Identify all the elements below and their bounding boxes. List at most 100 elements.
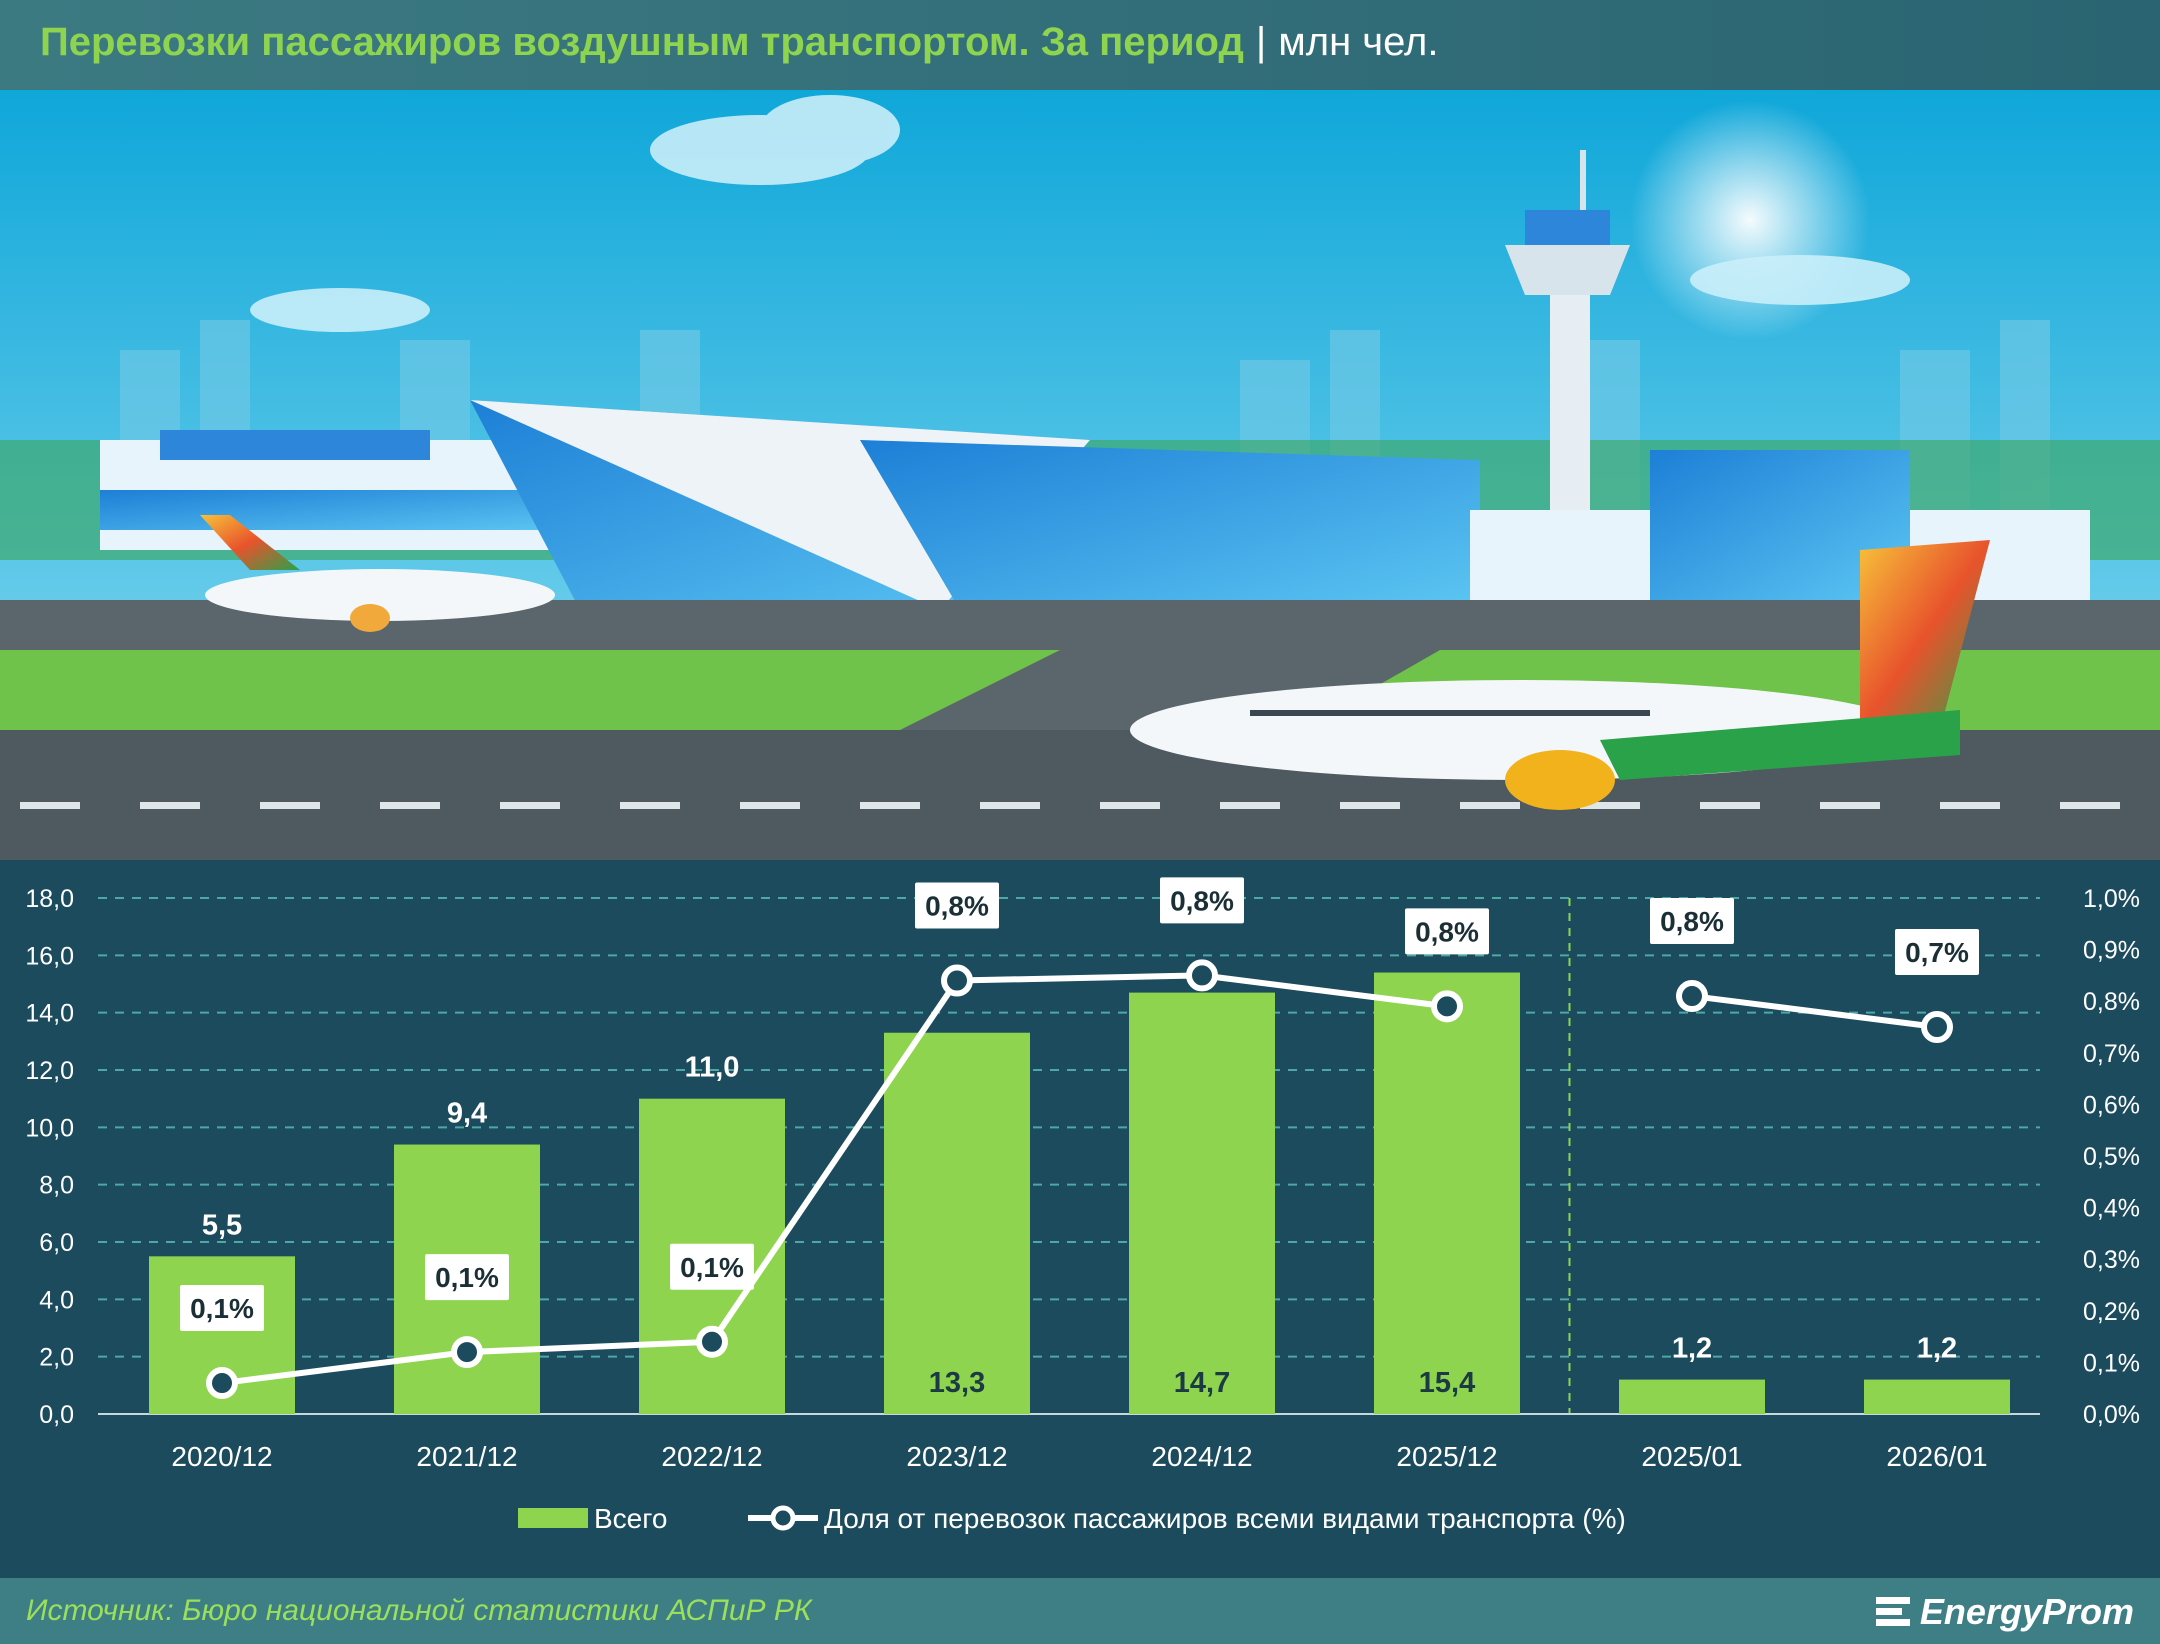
combo-chart: 0,0 2,0 4,0 6,0 8,0 10,0 12,0 14,0 16,0 18,0 0,0%…: [25, 877, 2140, 1534]
line-point: [1431, 990, 1463, 1023]
bar-data-label: 14,7: [1174, 1367, 1230, 1399]
bar: [1129, 992, 1275, 1414]
x-tick-label: 2021/12: [416, 1441, 517, 1472]
line-label-box: [1405, 908, 1489, 955]
bar-data-label: 5,5: [202, 1209, 242, 1241]
x-tick-label: 2026/01: [1886, 1441, 1987, 1472]
legend-marker-line: [770, 1505, 796, 1531]
bar-data-label: 13,3: [929, 1367, 985, 1399]
line-label-box: [1650, 898, 1734, 945]
y-tick-label: 0,0: [39, 1401, 74, 1429]
x-tick-label: 2023/12: [906, 1441, 1007, 1472]
x-tick-label: 2022/12: [661, 1441, 762, 1472]
bar-data-label: 15,4: [1419, 1367, 1475, 1399]
line-data-label: 0,1%: [190, 1293, 254, 1324]
line-data-label: 0,1%: [680, 1252, 744, 1283]
x-axis: 2020/12 2021/12 2022/12 2023/12 2024/12 2025/…: [171, 1441, 1987, 1472]
y2-tick-label: 0,2%: [2083, 1298, 2140, 1326]
y-tick-label: 10,0: [25, 1114, 74, 1142]
x-tick-label: 2025/01: [1641, 1441, 1742, 1472]
terminal-building-right: [1470, 450, 2090, 600]
line-data-label: 0,8%: [1170, 885, 1234, 916]
line-label-box: [670, 1243, 754, 1290]
line-label-box: [1895, 929, 1979, 975]
bar: [884, 1032, 1030, 1414]
y2-tick-label: 0,6%: [2083, 1091, 2140, 1119]
y-tick-label: 2,0: [39, 1344, 74, 1372]
title-text: Перевозки пассажиров воздушным транспорт…: [40, 20, 1244, 64]
x-tick-label: 2020/12: [171, 1441, 272, 1472]
line-data-label: 0,8%: [1415, 916, 1479, 947]
y2-tick-label: 0,1%: [2083, 1349, 2140, 1377]
gridlines: [98, 897, 2040, 1358]
bar-data-label: 1,2: [1672, 1333, 1712, 1365]
y2-tick-label: 0,5%: [2083, 1143, 2140, 1171]
x-tick-label: 2025/12: [1396, 1441, 1497, 1472]
y-tick-label: 8,0: [39, 1172, 74, 1200]
y-tick-label: 16,0: [25, 942, 74, 970]
y-axis-right: 0,0% 0,1% 0,2% 0,3% 0,4% 0,5% 0,6% 0,7% 0,8% 0,9%…: [2083, 885, 2140, 1429]
bar-data-label: 9,4: [447, 1098, 487, 1130]
y2-tick-label: 0,4%: [2083, 1195, 2140, 1223]
y-tick-label: 4,0: [39, 1286, 74, 1314]
series-line: [1691, 993, 1938, 1030]
footer-bar: Источник: Бюро национальной статистики А…: [0, 1578, 2160, 1644]
brand-logo: EnergyProm: [1874, 1590, 2134, 1634]
sun-icon: [1630, 100, 1870, 340]
brand-mark-icon: [1875, 1597, 1910, 1626]
airport-illustration-svg: [0, 90, 2160, 860]
line-label-box: [180, 1285, 264, 1332]
y2-tick-label: 0,7%: [2083, 1040, 2140, 1068]
line-label-box: [915, 882, 999, 929]
title-unit: млн чел.: [1278, 20, 1439, 64]
line-data-label: 0,8%: [925, 891, 989, 922]
airport-illustration: [0, 90, 2160, 860]
terminal-building-left: [100, 430, 580, 550]
brand-name: EnergyProm: [1919, 1591, 2134, 1632]
header-bar: Перевозки пассажиров воздушным транспорт…: [0, 0, 2160, 90]
y-axis-left: 0,0 2,0 4,0 6,0 8,0 10,0 12,0 14,0 16,0 18,0: [25, 885, 74, 1429]
bar-data-labels: 5,5 9,4 11,0 13,3 14,7 15,4 1,2 1,2: [202, 1052, 1957, 1399]
bar: [1619, 1379, 1765, 1414]
bar-data-label: 1,2: [1917, 1333, 1957, 1365]
legend: Всего Доля от перевозок пассажиров всеми…: [518, 1503, 1626, 1534]
line-data-label: 0,1%: [435, 1262, 499, 1293]
airplane-small-icon: [200, 515, 555, 632]
line-point: [1676, 980, 1708, 1013]
x-tick-label: 2024/12: [1151, 1441, 1252, 1472]
line-label-box: [1160, 877, 1244, 924]
title-separator: |: [1255, 20, 1267, 64]
bar: [1374, 972, 1520, 1414]
y2-tick-label: 0,8%: [2083, 988, 2140, 1016]
y-tick-label: 18,0: [25, 885, 74, 913]
y-tick-label: 14,0: [25, 1000, 74, 1028]
series-line: [221, 972, 1448, 1387]
line-point: [941, 964, 973, 997]
line-point: [696, 1325, 728, 1358]
y2-tick-label: 0,9%: [2083, 937, 2140, 965]
line-point: [451, 1336, 483, 1369]
runway-markings: [20, 802, 2120, 809]
y-tick-label: 12,0: [25, 1057, 74, 1085]
source-note: Источник: Бюро национальной статистики А…: [26, 1594, 812, 1627]
line-data-label: 0,8%: [1660, 906, 1724, 937]
line-series: 0,1% 0,1% 0,1% 0,8% 0,8% 0,8% 0,8% 0,7%: [180, 877, 1979, 1400]
terminal-main: [470, 400, 1480, 610]
page-title: Перевозки пассажиров воздушным транспорт…: [40, 20, 1439, 65]
cloud-icon: [250, 95, 1910, 332]
y2-tick-label: 0,0%: [2083, 1401, 2140, 1429]
line-data-label: 0,7%: [1905, 937, 1969, 968]
y-tick-label: 6,0: [39, 1229, 74, 1257]
airplane-large-icon: [1130, 540, 1990, 810]
line-point: [1186, 959, 1218, 992]
y2-tick-label: 0,3%: [2083, 1246, 2140, 1274]
line-point: [206, 1367, 238, 1400]
bar-series: [149, 972, 2010, 1414]
chart-area: 0,0 2,0 4,0 6,0 8,0 10,0 12,0 14,0 16,0 18,0 0,0%…: [0, 860, 2160, 1578]
line-label-box: [425, 1254, 509, 1301]
legend-label-line: Доля от перевозок пассажиров всеми видам…: [824, 1503, 1626, 1534]
y2-tick-label: 1,0%: [2083, 885, 2140, 913]
legend-label-bars: Всего: [594, 1503, 667, 1534]
legend-swatch-bars: [518, 1508, 588, 1528]
